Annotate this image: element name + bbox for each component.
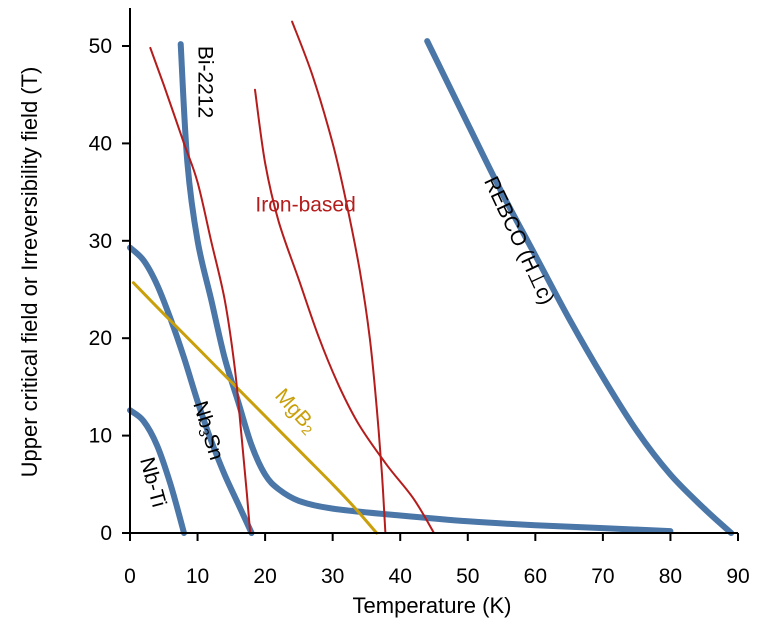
x-tick-label-80: 80 <box>659 565 682 588</box>
x-tick-label-60: 60 <box>524 565 547 588</box>
curve-label-rebco-h-c: REBCO (H⊥c) <box>480 173 559 308</box>
x-tick-label-10: 10 <box>186 565 209 588</box>
series-line-iron-based-b <box>254 88 435 534</box>
y-tick-label-20: 20 <box>89 327 112 350</box>
series-layer <box>127 20 735 536</box>
y-tick-label-30: 30 <box>89 230 112 253</box>
x-tick-label-70: 70 <box>591 565 614 588</box>
x-tick-label-30: 30 <box>321 565 344 588</box>
series-line-rebco-h-c <box>424 38 735 536</box>
curve-label-iron-based: Iron-based <box>255 193 355 216</box>
series-line-nb3sn <box>127 244 255 536</box>
series-line-bi-2212 <box>177 41 674 535</box>
x-tick-label-40: 40 <box>389 565 412 588</box>
x-tick-label-90: 90 <box>726 565 749 588</box>
series-line-mgb2 <box>131 281 379 535</box>
y-tick-label-10: 10 <box>89 425 112 448</box>
x-tick-label-20: 20 <box>253 565 276 588</box>
series-line-iron-based-a <box>149 46 252 534</box>
axes-layer: 0 10 20 30 40 50 60 70 80 90 0 10 20 30 40 50 <box>89 8 750 588</box>
x-tick-label-0: 0 <box>124 565 136 588</box>
series-line-iron-based-c <box>291 20 387 534</box>
y-tick-label-50: 50 <box>89 35 112 58</box>
x-axis-title: Temperature (K) <box>353 593 512 618</box>
y-tick-label-0: 0 <box>100 522 112 545</box>
curve-label-bi-2212: Bi-2212 <box>194 46 217 118</box>
y-axis-title: Upper critical field or Irreversibility … <box>17 67 42 478</box>
series-line-nb-ti <box>127 407 187 536</box>
curve-label-nb3sn: Nb3Sn <box>188 398 229 463</box>
y-tick-label-40: 40 <box>89 132 112 155</box>
x-tick-label-50: 50 <box>456 565 479 588</box>
